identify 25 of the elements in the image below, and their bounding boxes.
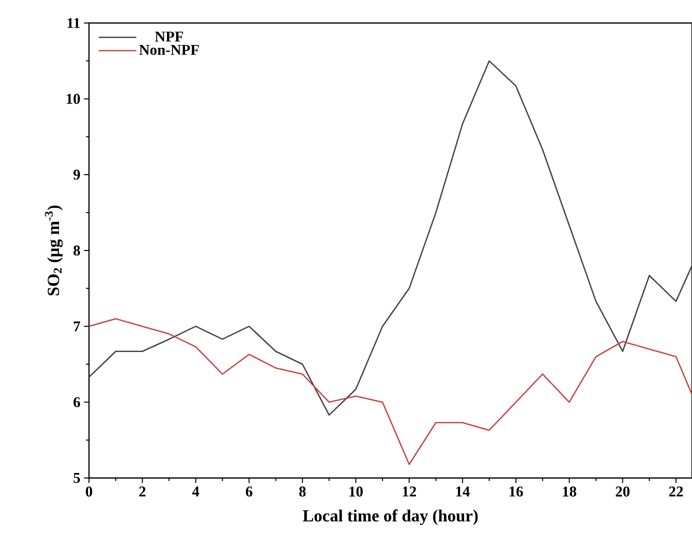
x-tick-label: 18 <box>563 486 576 497</box>
y-tick-label: 8 <box>74 245 80 256</box>
y-tick-label: 10 <box>66 94 80 104</box>
x-tick-label: 10 <box>350 486 363 497</box>
y-tick-label: 7 <box>74 321 80 332</box>
line-series <box>89 318 692 465</box>
x-axis-title: Local time of day (hour) <box>302 509 478 525</box>
x-tick-label: 6 <box>246 486 252 497</box>
y-tick-label: 6 <box>74 397 80 408</box>
y-axis-title: SO$_{2}$ (μg m$^{-3}$) <box>44 206 63 296</box>
x-tick-label: 20 <box>616 486 630 497</box>
x-tick-label: 22 <box>669 486 683 496</box>
y-tick-label: 9 <box>73 170 80 180</box>
x-tick-label: 16 <box>510 486 523 497</box>
x-tick-label: 14 <box>456 486 470 496</box>
x-tick-label: 0 <box>86 486 92 497</box>
legend-label: Non-NPF <box>139 45 199 55</box>
x-tick-label: 12 <box>402 486 416 496</box>
x-tick-label: 8 <box>299 486 306 497</box>
x-tick-label: 2 <box>139 486 146 496</box>
x-tick-label: 4 <box>192 486 200 496</box>
line-series <box>89 60 692 416</box>
y-tick-label: 11 <box>68 18 80 28</box>
legend-label: NPF <box>154 32 184 42</box>
y-tick-label: 5 <box>74 473 80 483</box>
